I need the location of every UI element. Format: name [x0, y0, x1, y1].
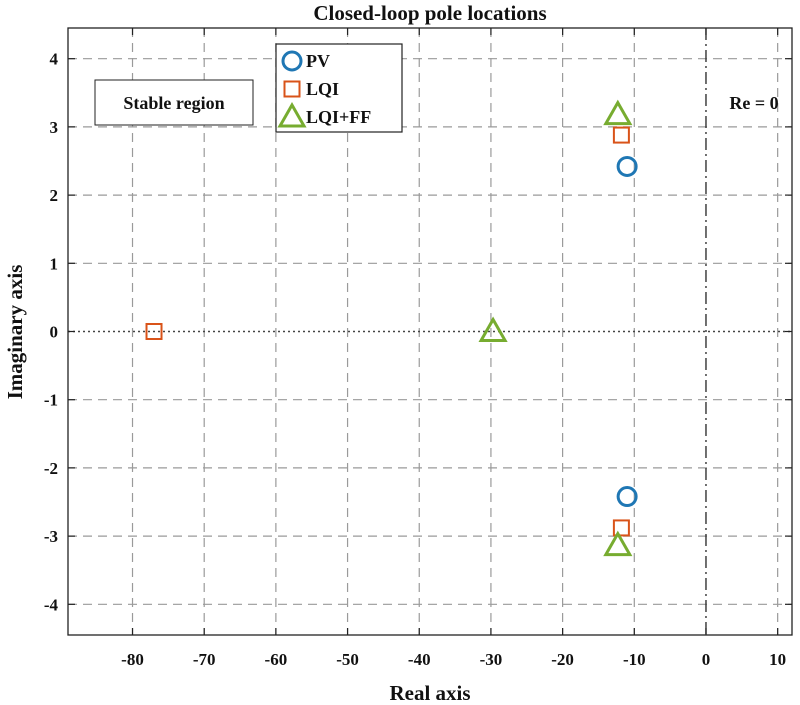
legend-label: PV	[306, 51, 330, 71]
y-tick-label: -4	[44, 595, 59, 614]
legend: PV LQI LQI+FF	[275, 43, 403, 133]
square-point-lqi	[612, 519, 630, 537]
y-tick-label: 2	[50, 186, 59, 205]
legend-label: LQI+FF	[306, 107, 371, 127]
x-axis-label: Real axis	[389, 681, 470, 705]
x-tick-label: 10	[769, 650, 786, 669]
x-tick-label: -10	[623, 650, 646, 669]
circle-point-pv	[616, 155, 638, 177]
y-tick-label: 4	[50, 50, 59, 69]
triangle-point-lqi-ff	[603, 530, 633, 557]
chart-title: Closed-loop pole locations	[313, 1, 546, 25]
stable-region-label: Stable region	[123, 93, 224, 113]
legend-marker-triangle	[277, 101, 307, 128]
y-tick-label: -1	[44, 391, 58, 410]
x-ticks: -80 -70 -60 -50 -40 -30 -20 -10 0 10	[121, 28, 786, 669]
legend-marker-square	[283, 80, 301, 98]
legend-marker-circle	[281, 50, 303, 72]
reference-lines	[68, 28, 792, 635]
data-markers	[145, 99, 638, 557]
x-tick-label: -60	[265, 650, 288, 669]
x-tick-label: -30	[480, 650, 503, 669]
square-point-lqi	[612, 126, 630, 144]
y-tick-label: -2	[44, 459, 58, 478]
legend-box	[275, 43, 403, 133]
square-point-lqi	[145, 323, 163, 340]
y-tick-label: 3	[50, 118, 59, 137]
y-ticks: -4 -3 -2 -1 0 1 2 3 4	[44, 50, 792, 614]
x-tick-label: 0	[702, 650, 711, 669]
x-tick-label: -20	[551, 650, 574, 669]
stable-region-box	[94, 79, 254, 126]
triangle-point-lqi-ff	[478, 316, 508, 342]
legend-label: LQI	[306, 79, 339, 99]
x-tick-label: -70	[193, 650, 216, 669]
x-tick-label: -40	[408, 650, 431, 669]
x-tick-label: -80	[121, 650, 144, 669]
re-zero-label: Re = 0	[729, 93, 778, 113]
y-tick-label: 0	[50, 323, 59, 342]
y-tick-label: 1	[50, 254, 59, 273]
stable-region-annotation: Stable region	[94, 79, 254, 126]
y-tick-label: -3	[44, 527, 58, 546]
triangle-point-lqi-ff	[603, 99, 633, 126]
x-tick-label: -50	[336, 650, 359, 669]
circle-point-pv	[616, 486, 638, 508]
y-axis-label: Imaginary axis	[3, 265, 27, 400]
